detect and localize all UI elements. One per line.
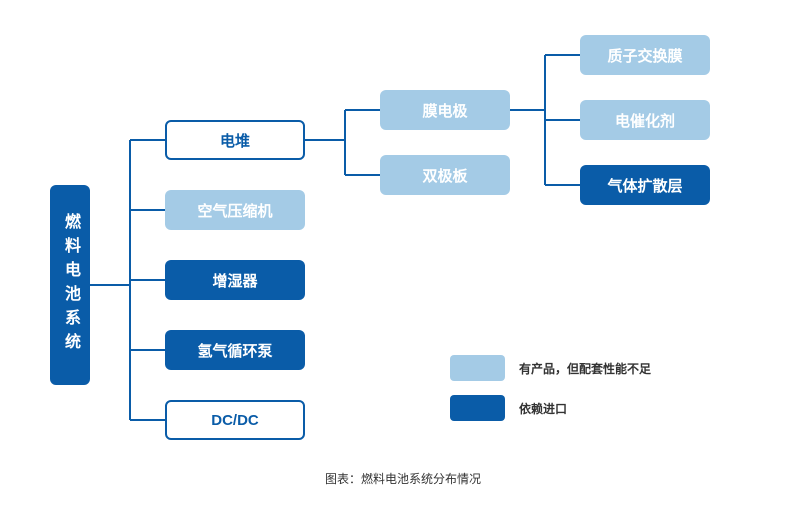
l4-node-catalyst: 电催化剂 xyxy=(580,100,710,140)
l2-node-humidifier: 增湿器 xyxy=(165,260,305,300)
l3-node-label: 膜电极 xyxy=(422,100,467,121)
chart-caption: 图表：燃料电池系统分布情况 xyxy=(0,470,806,487)
l4-node-label: 气体扩散层 xyxy=(607,175,682,196)
l4-node-label: 质子交换膜 xyxy=(607,45,682,66)
l2-node-stack: 电堆 xyxy=(165,120,305,160)
legend-label: 依赖进口 xyxy=(519,400,567,417)
root-node: 燃料电池系统 xyxy=(50,185,90,385)
caption-text: 图表：燃料电池系统分布情况 xyxy=(325,472,481,486)
l2-node-label: 氢气循环泵 xyxy=(197,340,272,361)
legend-swatch xyxy=(450,395,505,421)
root-label: 燃料电池系统 xyxy=(58,213,82,357)
l3-node-mea: 膜电极 xyxy=(380,90,510,130)
legend-item-1: 依赖进口 xyxy=(450,395,567,421)
l3-node-label: 双极板 xyxy=(422,165,467,186)
l4-node-gdl: 气体扩散层 xyxy=(580,165,710,205)
l2-node-label: DC/DC xyxy=(211,412,259,429)
l2-node-label: 电堆 xyxy=(220,130,250,151)
connector-lines xyxy=(0,0,806,509)
l4-node-label: 电催化剂 xyxy=(615,110,675,131)
l4-node-pem: 质子交换膜 xyxy=(580,35,710,75)
l3-node-bipolar: 双极板 xyxy=(380,155,510,195)
legend-swatch xyxy=(450,355,505,381)
l2-node-compressor: 空气压缩机 xyxy=(165,190,305,230)
l2-node-hpump: 氢气循环泵 xyxy=(165,330,305,370)
legend-label: 有产品，但配套性能不足 xyxy=(519,360,651,377)
l2-node-label: 增湿器 xyxy=(212,270,257,291)
legend-item-0: 有产品，但配套性能不足 xyxy=(450,355,651,381)
l2-node-dcdc: DC/DC xyxy=(165,400,305,440)
l2-node-label: 空气压缩机 xyxy=(197,200,272,221)
